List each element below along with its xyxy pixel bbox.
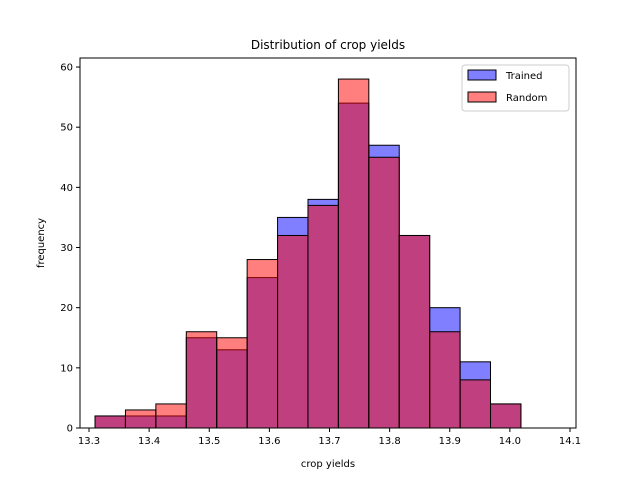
x-tick-label: 13.8 bbox=[378, 436, 400, 447]
x-tick-label: 14.1 bbox=[559, 436, 581, 447]
series-random bbox=[94, 78, 522, 429]
x-tick-label: 13.5 bbox=[198, 436, 220, 447]
chart-title: Distribution of crop yields bbox=[251, 38, 405, 52]
y-tick-label: 20 bbox=[60, 303, 73, 314]
y-axis: 0 10 20 30 40 50 60 bbox=[60, 63, 80, 435]
axes-frame bbox=[79, 57, 577, 429]
legend-label-random: Random bbox=[506, 93, 547, 104]
legend-swatch-trained bbox=[467, 69, 497, 81]
y-tick-label: 60 bbox=[60, 63, 73, 74]
bar-random-8 bbox=[337, 78, 370, 429]
y-tick-label: 40 bbox=[60, 183, 73, 194]
legend-swatch-random bbox=[467, 91, 497, 103]
legend: Trained Random bbox=[461, 64, 570, 112]
x-tick-label: 13.7 bbox=[318, 436, 340, 447]
plot-area bbox=[94, 78, 522, 429]
x-tick-label: 13.6 bbox=[258, 436, 280, 447]
x-tick-label: 14.0 bbox=[499, 436, 521, 447]
bar-random-1 bbox=[124, 409, 157, 429]
y-axis-label: frequency bbox=[36, 218, 47, 268]
bar-random-10 bbox=[398, 234, 431, 429]
bar-random-3 bbox=[185, 331, 218, 429]
y-tick-label: 0 bbox=[67, 424, 73, 435]
bar-random-11 bbox=[429, 331, 461, 429]
y-tick-label: 50 bbox=[60, 123, 73, 134]
y-tick-label: 30 bbox=[60, 243, 73, 254]
bar-random-6 bbox=[277, 234, 309, 429]
bar-random-2 bbox=[155, 403, 187, 429]
bar-random-7 bbox=[307, 204, 339, 429]
legend-label-trained: Trained bbox=[505, 71, 543, 82]
bar-random-13 bbox=[490, 403, 522, 429]
bar-random-9 bbox=[368, 156, 400, 429]
x-tick-label: 13.4 bbox=[138, 436, 160, 447]
x-axis-label: crop yields bbox=[301, 459, 355, 470]
bar-random-0 bbox=[94, 415, 126, 429]
x-axis: 13.3 13.4 13.5 13.6 13.7 13.8 13.9 14.0 14.1 bbox=[78, 428, 581, 447]
x-tick-label: 13.9 bbox=[439, 436, 461, 447]
bar-random-12 bbox=[459, 379, 492, 429]
x-tick-label: 13.3 bbox=[78, 436, 100, 447]
y-tick-label: 10 bbox=[60, 363, 73, 374]
bar-random-5 bbox=[246, 259, 279, 429]
bar-random-4 bbox=[216, 337, 248, 429]
